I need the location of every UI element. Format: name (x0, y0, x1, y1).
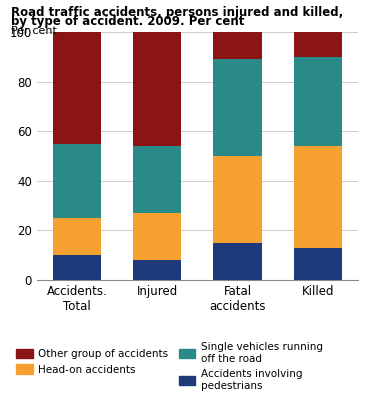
Bar (53, 32, 101, 144)
Legend: Other group of accidents, Head-on accidents, Single vehicles running
off the roa: Other group of accidents, Head-on accide… (16, 342, 323, 391)
Text: Per cent: Per cent (11, 26, 57, 36)
Bar (53, 144, 101, 218)
Bar (53, 218, 101, 255)
Text: Road traffic accidents, persons injured and killed,: Road traffic accidents, persons injured … (11, 6, 343, 19)
Bar (213, 32, 262, 59)
Bar (133, 32, 182, 146)
Bar (294, 57, 342, 146)
Bar (213, 156, 262, 243)
Bar (294, 32, 342, 57)
Bar (133, 213, 182, 260)
Bar (213, 59, 262, 156)
Text: by type of accident. 2009. Per cent: by type of accident. 2009. Per cent (11, 15, 244, 28)
Bar (294, 248, 342, 280)
Bar (53, 255, 101, 280)
Bar (294, 146, 342, 248)
Bar (133, 146, 182, 213)
Bar (133, 260, 182, 280)
Bar (213, 243, 262, 280)
